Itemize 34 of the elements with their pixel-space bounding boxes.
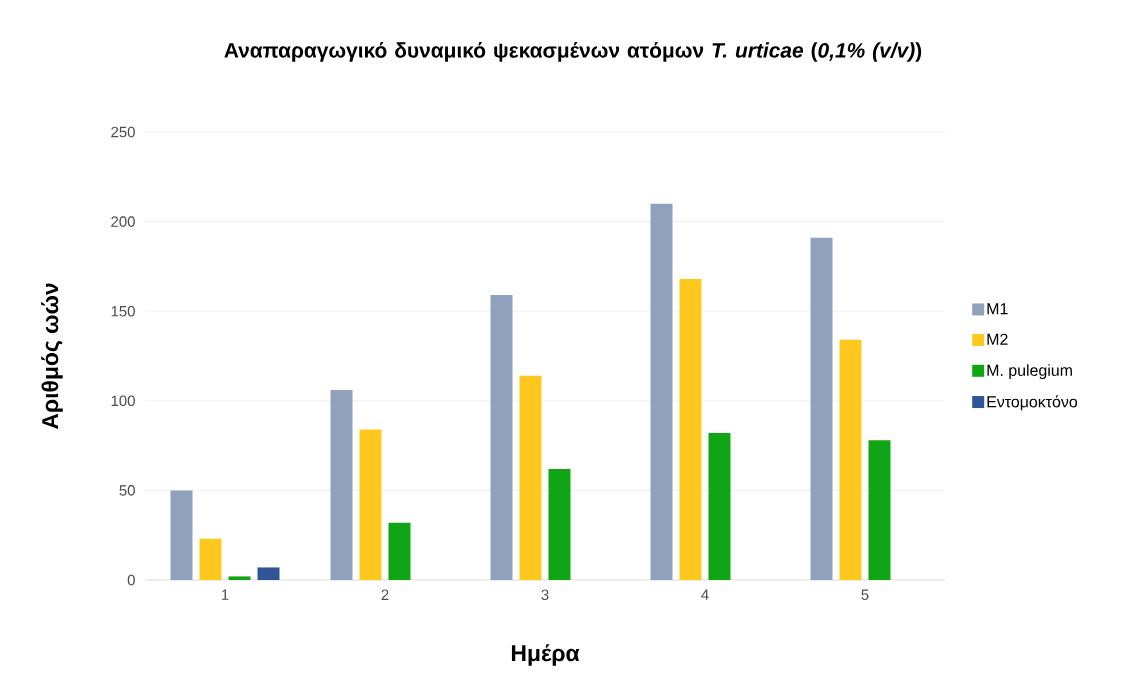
x-tick-label: 3 (541, 589, 549, 601)
y-tick-label: 150 (111, 305, 135, 317)
x-tick-label: 1 (221, 589, 229, 600)
bar (359, 429, 382, 580)
x-tick-label: 4 (701, 589, 709, 600)
legend-label: M2 (987, 333, 1008, 345)
chart-title: Αναπαραγωγικό δυναμικό ψεκασμένων ατόμων T. urticae (0,1% (v/v)) (224, 42, 922, 62)
bar (388, 522, 411, 580)
bar (170, 490, 193, 580)
x-axis-title: Ημέρα (511, 644, 580, 666)
bar (228, 576, 251, 580)
legend-label: M1 (987, 303, 1008, 315)
bar (708, 433, 731, 580)
y-tick-label: 100 (111, 395, 135, 407)
bar (868, 440, 891, 580)
bar (839, 339, 862, 580)
bar (330, 390, 353, 580)
legend-label: M. pulegium (987, 364, 1072, 380)
x-tick-label: 5 (861, 589, 869, 600)
y-tick-label: 200 (111, 216, 135, 227)
bar (679, 278, 702, 580)
y-tick-label: 0 (127, 574, 135, 586)
y-tick-label: 250 (111, 126, 135, 138)
bar (810, 237, 833, 580)
legend-label: Εντομοκτόνο (987, 395, 1078, 411)
bar (199, 538, 222, 580)
y-axis-title: Αριθμός ωών (41, 283, 63, 430)
bar (257, 567, 280, 580)
bar (490, 295, 513, 580)
bar (519, 375, 542, 580)
x-tick-label: 2 (381, 589, 389, 600)
bar (650, 203, 673, 580)
y-tick-label: 50 (119, 485, 135, 496)
bar (548, 468, 571, 580)
